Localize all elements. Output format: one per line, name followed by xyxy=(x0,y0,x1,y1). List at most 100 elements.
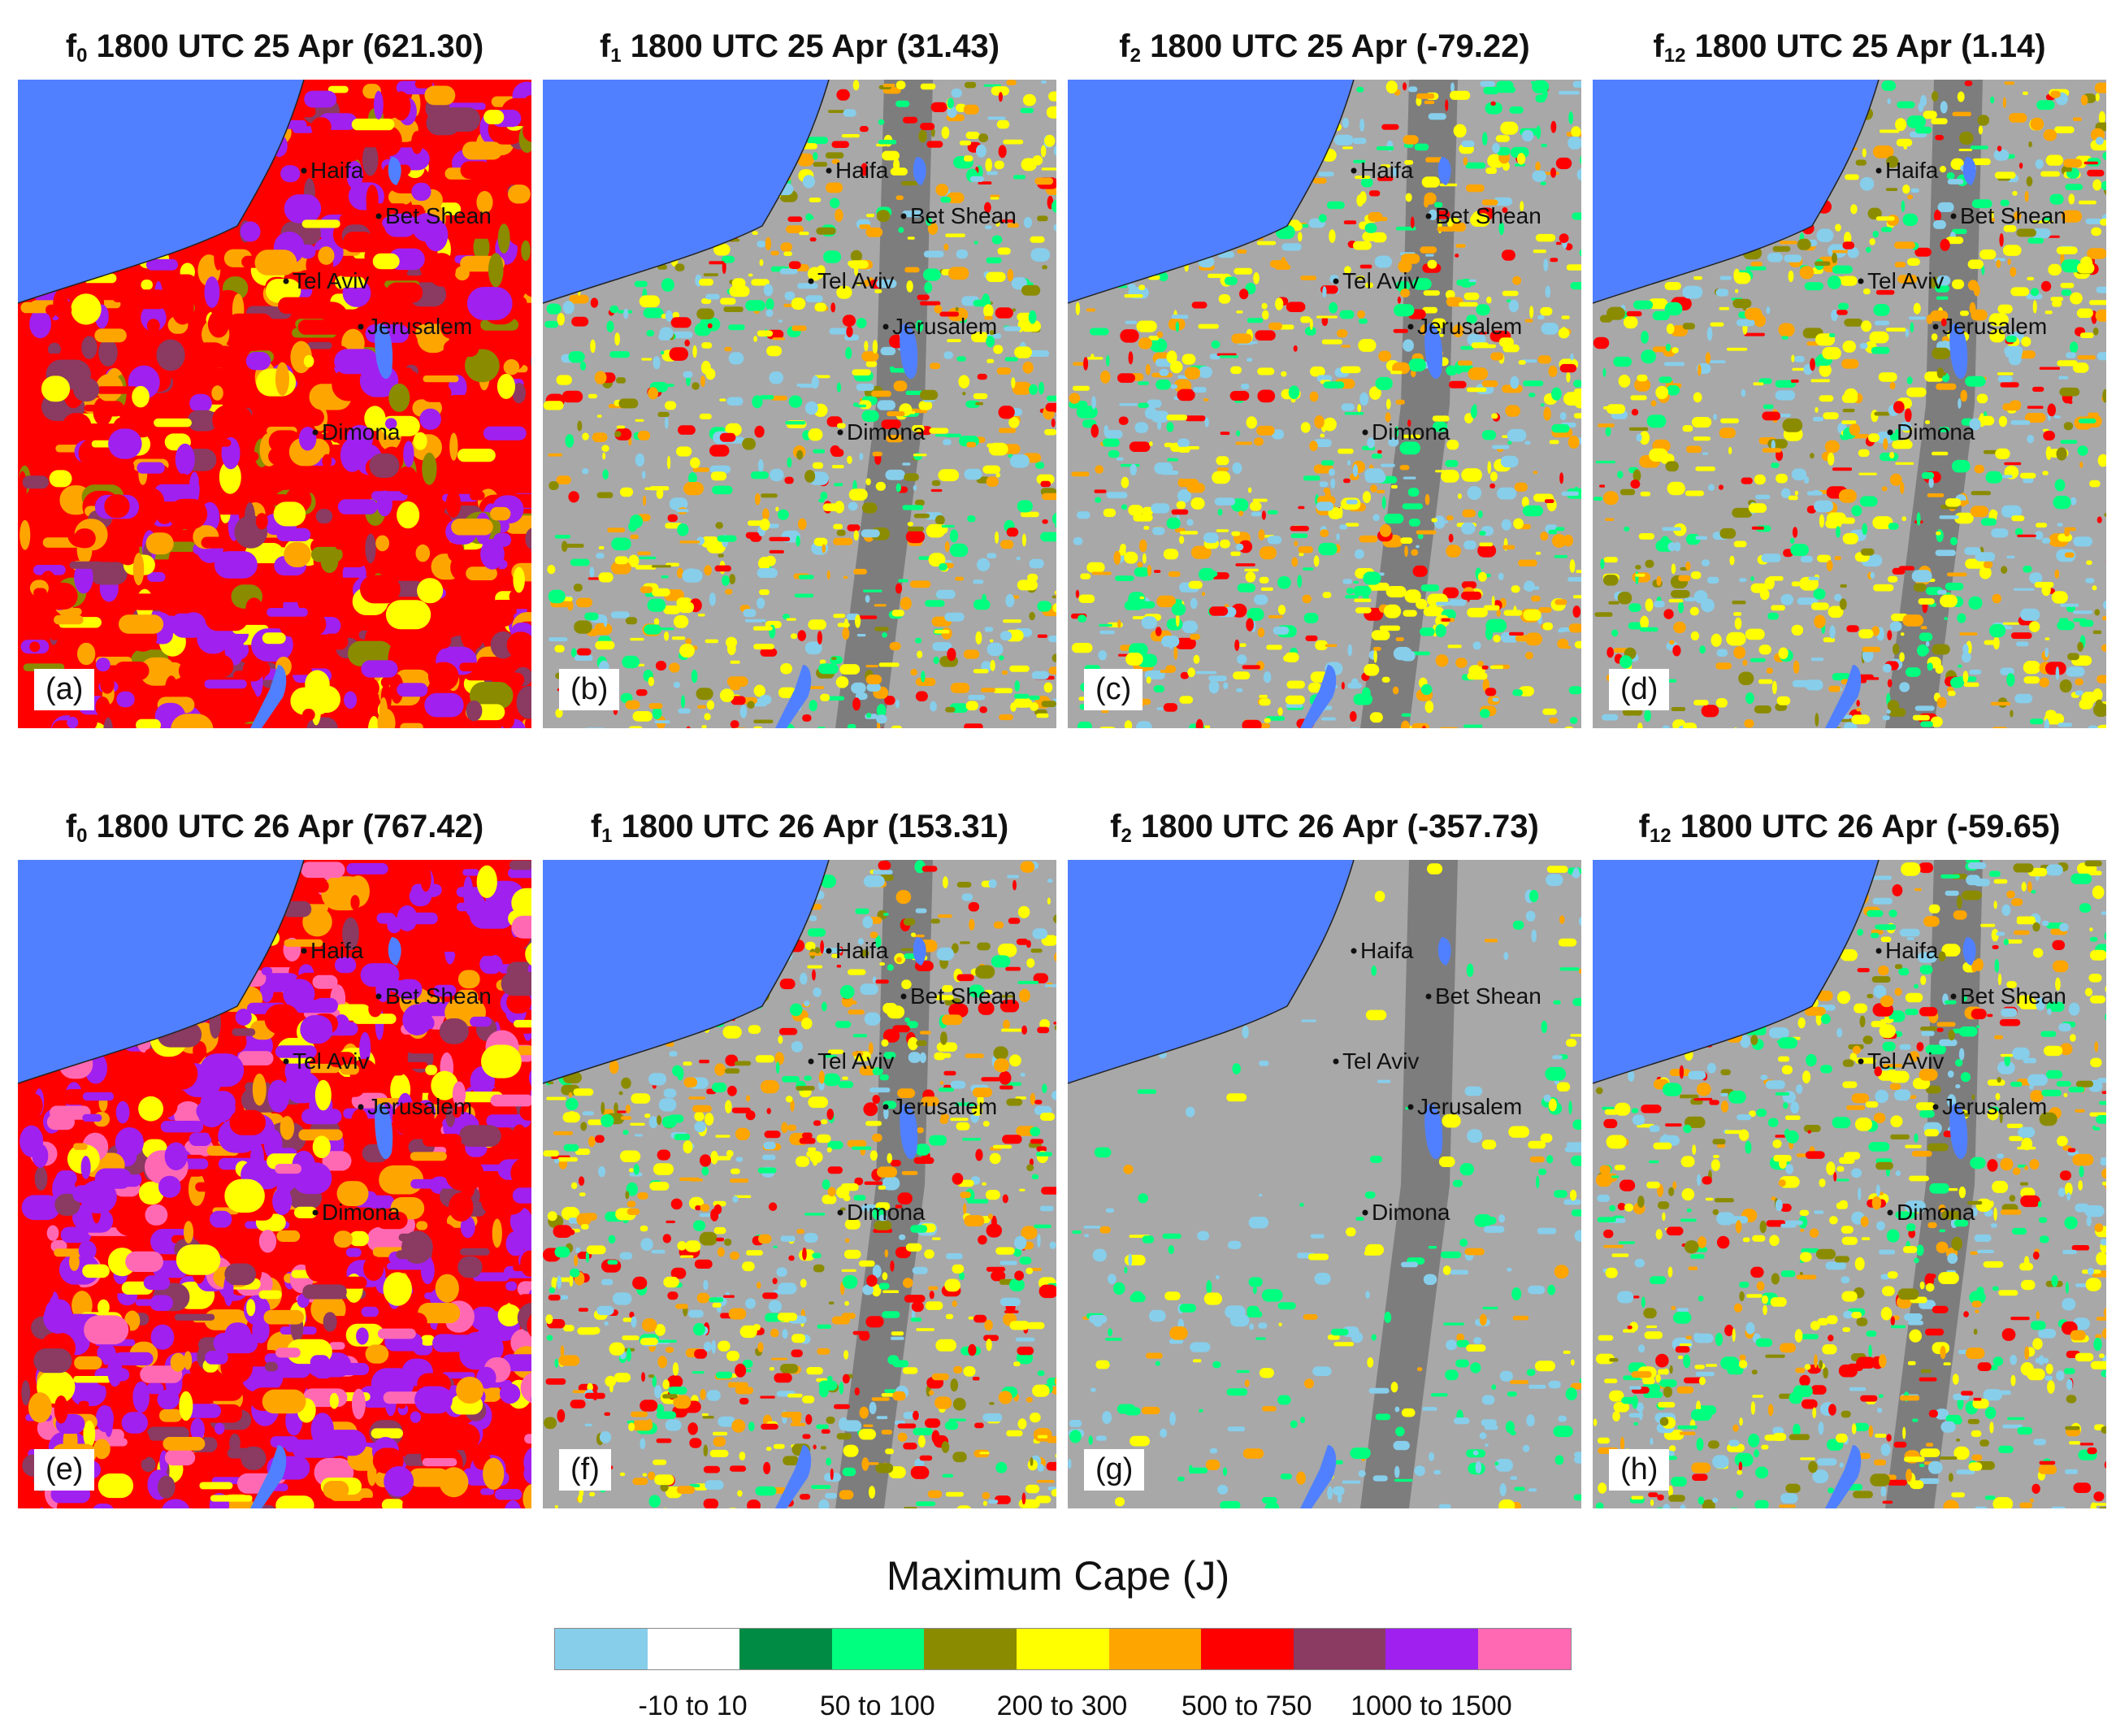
city-marker xyxy=(375,213,382,219)
title-value: (621.30) xyxy=(362,28,484,64)
panel-title: f2 1800 UTC 25 Apr (-79.22) xyxy=(1051,18,1598,75)
title-value: (-59.65) xyxy=(1946,809,2061,844)
title-value: (-79.22) xyxy=(1416,28,1530,64)
coastline xyxy=(18,860,305,1084)
city-marker xyxy=(301,948,307,954)
map-frame: Haifa Bet Shean Tel Aviv Jerusalem Dimona (f) xyxy=(543,860,1056,1508)
panel-label: (f) xyxy=(559,1449,611,1491)
city-label-jerusalem: Jerusalem xyxy=(892,314,997,339)
title-subscript: 12 xyxy=(1649,825,1672,847)
lake xyxy=(1825,1445,1862,1508)
city-marker xyxy=(837,429,843,436)
city-label-haifa: Haifa xyxy=(310,938,364,963)
city-marker xyxy=(1333,1058,1339,1065)
map-d: Haifa Bet Shean Tel Aviv Jerusalem Dimona xyxy=(1593,80,2106,728)
city-marker xyxy=(1858,1058,1864,1065)
title-subscript: 12 xyxy=(1663,45,1686,67)
city-label-tel-aviv: Tel Aviv xyxy=(1867,1048,1944,1074)
title-subscript: 2 xyxy=(1130,45,1141,67)
city-marker xyxy=(826,167,832,174)
coastline xyxy=(543,860,830,1084)
city-label-jerusalem: Jerusalem xyxy=(1417,1094,1522,1119)
city-label-bet-shean: Bet Shean xyxy=(1435,983,1541,1009)
title-symbol: f xyxy=(599,28,611,64)
lake xyxy=(388,937,401,966)
title-value: (153.31) xyxy=(887,809,1009,844)
colorbar-tick-label: -10 to 10 xyxy=(638,1690,748,1721)
city-label-haifa: Haifa xyxy=(835,938,889,963)
lake xyxy=(375,1104,393,1160)
title-value: (767.42) xyxy=(362,809,484,844)
city-label-dimona: Dimona xyxy=(847,1200,926,1225)
title-value: (-357.73) xyxy=(1407,809,1539,844)
title-value: (31.43) xyxy=(896,28,1000,64)
city-label-dimona: Dimona xyxy=(1372,419,1450,445)
map-frame: Haifa Bet Shean Tel Aviv Jerusalem Dimona (g) xyxy=(1068,860,1581,1508)
city-label-bet-shean: Bet Shean xyxy=(910,983,1017,1009)
colorbar-swatch xyxy=(924,1629,1017,1669)
panel-label: (d) xyxy=(1609,669,1670,710)
lake xyxy=(1437,937,1451,966)
city-label-jerusalem: Jerusalem xyxy=(1942,1094,2047,1119)
map-g: Haifa Bet Shean Tel Aviv Jerusalem Dimona xyxy=(1068,860,1581,1508)
lake xyxy=(388,157,401,185)
city-label-jerusalem: Jerusalem xyxy=(892,1094,997,1119)
coastline xyxy=(1593,860,1880,1084)
city-marker xyxy=(1333,278,1339,284)
title-subscript: 2 xyxy=(1121,825,1132,847)
city-label-jerusalem: Jerusalem xyxy=(367,314,472,339)
title-time: 1800 UTC 25 Apr xyxy=(630,28,888,64)
city-label-haifa: Haifa xyxy=(1885,158,1939,183)
panel-title: f0 1800 UTC 26 Apr (767.42) xyxy=(2,798,548,855)
city-label-tel-aviv: Tel Aviv xyxy=(293,1048,369,1074)
panel-label: (b) xyxy=(559,669,620,710)
city-marker xyxy=(837,1209,843,1216)
city-marker xyxy=(882,323,889,330)
colorbar-swatch xyxy=(647,1629,740,1669)
land xyxy=(543,860,1056,1508)
city-marker xyxy=(1887,429,1893,436)
title-subscript: 1 xyxy=(610,45,622,67)
city-label-tel-aviv: Tel Aviv xyxy=(817,268,894,293)
city-marker xyxy=(1932,323,1939,330)
city-label-dimona: Dimona xyxy=(322,1200,401,1225)
colorbar-tick-label: 50 to 100 xyxy=(819,1690,935,1721)
lake xyxy=(1962,157,1976,185)
title-symbol: f xyxy=(1110,809,1121,844)
city-label-bet-shean: Bet Shean xyxy=(1960,983,2066,1009)
city-marker xyxy=(1362,429,1368,436)
city-marker xyxy=(312,1209,319,1216)
city-marker xyxy=(1887,1209,1893,1216)
city-marker xyxy=(826,948,832,954)
city-marker xyxy=(1351,948,1357,954)
city-label-jerusalem: Jerusalem xyxy=(1417,314,1522,339)
city-marker xyxy=(358,1104,364,1110)
coastline xyxy=(1593,80,1880,304)
city-marker xyxy=(312,429,319,436)
lake xyxy=(1437,157,1451,185)
title-symbol: f xyxy=(65,809,77,844)
panel-title: f2 1800 UTC 26 Apr (-357.73) xyxy=(1051,798,1598,855)
colorbar-swatch xyxy=(1293,1629,1386,1669)
colorbar-swatch xyxy=(555,1629,648,1669)
city-label-bet-shean: Bet Shean xyxy=(910,203,1017,228)
city-marker xyxy=(1858,278,1864,284)
city-label-dimona: Dimona xyxy=(322,419,401,445)
lake xyxy=(1825,665,1862,728)
city-marker xyxy=(808,1058,814,1065)
map-frame: Haifa Bet Shean Tel Aviv Jerusalem Dimona (h) xyxy=(1593,860,2106,1508)
lake xyxy=(375,323,393,380)
coastline xyxy=(543,80,830,304)
city-marker xyxy=(358,323,364,330)
colorbar-swatch xyxy=(831,1629,925,1669)
panel-title: f12 1800 UTC 25 Apr (1.14) xyxy=(1576,18,2116,75)
lake xyxy=(900,1104,918,1160)
city-label-haifa: Haifa xyxy=(1885,938,1939,963)
lake xyxy=(900,323,918,380)
lake xyxy=(1424,1104,1443,1160)
colorbar-tick-label: 200 to 300 xyxy=(996,1690,1128,1721)
lake xyxy=(775,665,812,728)
city-marker xyxy=(1351,167,1357,174)
lake xyxy=(1300,1445,1337,1508)
lake xyxy=(1949,1104,1968,1160)
